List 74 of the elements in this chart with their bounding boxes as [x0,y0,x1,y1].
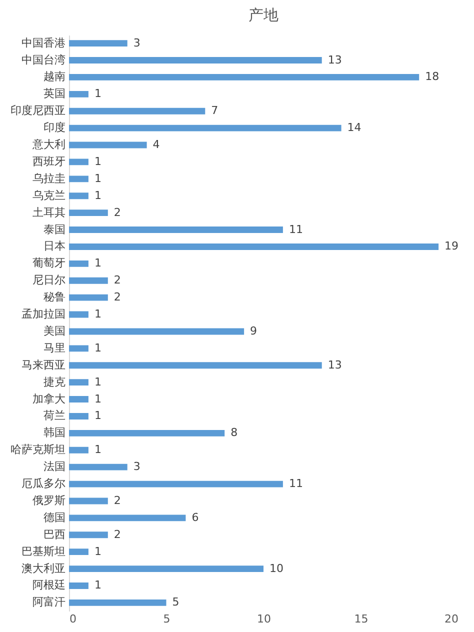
y-tick-label: 意大利 [32,138,66,152]
data-label: 9 [250,324,258,338]
y-tick-label: 哈萨克斯坦 [10,443,66,456]
data-label: 19 [444,240,459,253]
y-tick-label: 乌拉圭 [32,172,66,185]
x-tick-label: 10 [257,612,271,626]
data-label: 1 [94,256,102,270]
data-label: 2 [114,528,121,541]
y-tick-label: 巴基斯坦 [22,544,66,558]
data-label: 3 [133,36,140,50]
x-tick-label: 20 [444,612,458,626]
data-label: 1 [94,409,102,422]
y-tick-label: 中国香港 [22,36,66,50]
data-label: 2 [114,274,121,287]
data-label: 5 [172,596,180,609]
y-tick-label: 阿富汗 [32,596,66,609]
x-tick-label: 0 [70,612,76,626]
data-label: 4 [152,138,160,152]
data-label: 6 [192,510,199,524]
y-tick-label: 越南 [44,70,66,84]
data-label: 11 [288,222,303,236]
data-label: 1 [94,87,102,100]
y-tick-label: 阿根廷 [32,578,66,592]
y-tick-label: 西班牙 [32,154,66,168]
data-label: 7 [211,104,218,118]
data-label: 1 [94,544,102,558]
data-label: 1 [94,188,102,202]
y-tick-label: 尼日尔 [32,274,66,287]
chart-title: 产地 [248,6,278,24]
y-tick-label: 德国 [44,510,66,524]
data-label: 13 [328,53,342,66]
y-tick-label: 马里 [44,341,66,354]
y-tick-label: 荷兰 [44,409,66,422]
y-tick-label: 日本 [44,240,66,253]
y-tick-label: 俄罗斯 [32,494,66,507]
y-tick-label: 乌克兰 [32,188,66,202]
y-tick-label: 厄瓜多尔 [22,477,66,490]
y-tick-label: 土耳其 [32,206,66,219]
data-label: 18 [425,70,440,84]
data-label: 2 [114,206,121,219]
y-tick-label: 印度 [44,121,66,134]
y-tick-label: 印度尼西亚 [10,104,66,118]
y-tick-label: 秘鲁 [44,290,66,304]
data-label: 14 [347,121,362,134]
data-label: 1 [94,578,102,592]
data-label: 1 [94,308,102,321]
y-tick-label: 澳大利亚 [22,562,66,575]
data-label: 11 [288,477,303,490]
data-label: 3 [133,460,140,474]
y-tick-label: 巴西 [44,528,66,541]
y-tick-label: 捷克 [44,375,66,388]
y-tick-label: 韩国 [44,426,66,440]
y-tick-label: 泰国 [44,222,66,236]
data-label: 1 [94,172,102,185]
data-label: 10 [270,562,284,575]
y-tick-label: 美国 [44,324,66,338]
x-tick-label: 5 [163,612,170,626]
data-label: 1 [94,341,102,354]
y-tick-label: 马来西亚 [22,358,66,372]
y-tick-label: 加拿大 [32,392,66,406]
data-label: 1 [94,154,102,168]
data-label: 8 [230,426,238,440]
data-label: 2 [114,290,121,304]
data-label: 1 [94,375,102,388]
y-tick-label: 葡萄牙 [32,256,66,270]
x-tick-label: 15 [354,612,368,626]
y-tick-label: 法国 [44,460,66,474]
data-label: 13 [328,358,342,372]
data-label: 1 [94,443,102,456]
y-tick-label: 英国 [44,87,66,100]
data-label: 1 [94,392,102,406]
y-tick-label: 中国台湾 [22,53,66,66]
y-tick-label: 孟加拉国 [22,308,66,321]
data-label: 2 [114,494,121,507]
